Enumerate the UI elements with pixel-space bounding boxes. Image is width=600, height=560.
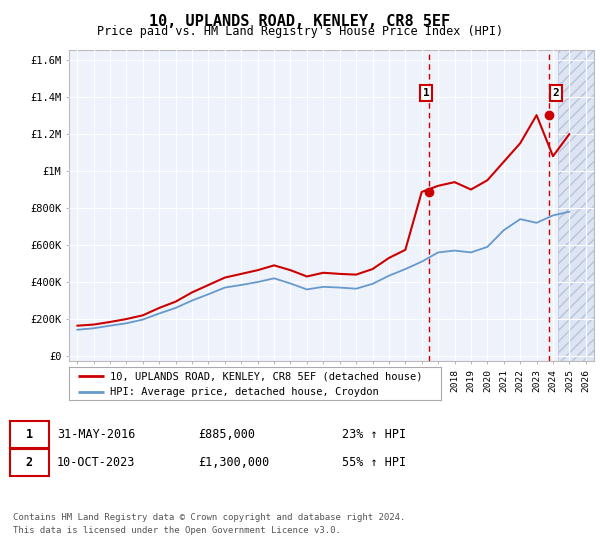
Text: Contains HM Land Registry data © Crown copyright and database right 2024.: Contains HM Land Registry data © Crown c… [13, 513, 406, 522]
Bar [558, 50, 594, 361]
Text: 1: 1 [26, 428, 33, 441]
Text: 10, UPLANDS ROAD, KENLEY, CR8 5EF: 10, UPLANDS ROAD, KENLEY, CR8 5EF [149, 14, 451, 29]
Text: 55% ↑ HPI: 55% ↑ HPI [342, 456, 406, 469]
Text: 2: 2 [26, 456, 33, 469]
Text: HPI: Average price, detached house, Croydon: HPI: Average price, detached house, Croy… [110, 387, 379, 397]
Text: £885,000: £885,000 [198, 428, 255, 441]
Text: 2: 2 [553, 88, 559, 98]
Text: 23% ↑ HPI: 23% ↑ HPI [342, 428, 406, 441]
Text: £1,300,000: £1,300,000 [198, 456, 269, 469]
Bar [558, 50, 594, 361]
Text: 1: 1 [423, 88, 430, 98]
Text: 31-MAY-2016: 31-MAY-2016 [57, 428, 136, 441]
Text: 10, UPLANDS ROAD, KENLEY, CR8 5EF (detached house): 10, UPLANDS ROAD, KENLEY, CR8 5EF (detac… [110, 371, 422, 381]
Text: Price paid vs. HM Land Registry's House Price Index (HPI): Price paid vs. HM Land Registry's House … [97, 25, 503, 38]
Text: 10-OCT-2023: 10-OCT-2023 [57, 456, 136, 469]
Text: This data is licensed under the Open Government Licence v3.0.: This data is licensed under the Open Gov… [13, 526, 341, 535]
